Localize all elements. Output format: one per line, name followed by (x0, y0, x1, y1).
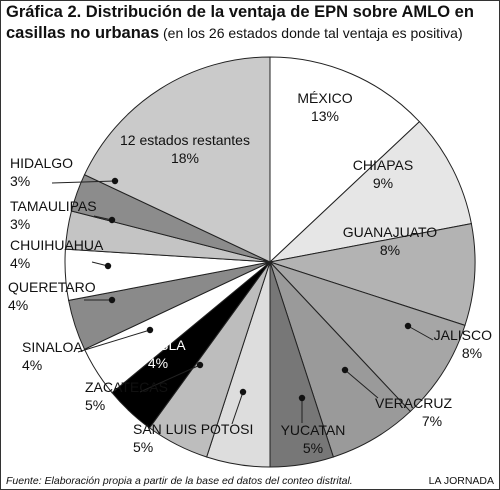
leader-dot (298, 394, 306, 402)
pie (64, 56, 476, 468)
source: Fuente: Elaboración propia a partir de l… (6, 475, 353, 487)
slice-label: SAN LUIS POTOSI (133, 421, 253, 437)
leader-dot (108, 216, 116, 224)
chart-title: casillas no urbanas (6, 24, 159, 42)
slice-value-label: 4% (148, 355, 168, 371)
slice-value-label: 7% (422, 413, 442, 429)
slice-value-label: 8% (380, 242, 400, 258)
slice-value-label: 4% (8, 297, 28, 313)
leader-line (139, 364, 201, 393)
pie-slice (269, 223, 476, 326)
pie-slice (268, 120, 472, 263)
leader-dot (104, 262, 112, 270)
slice-value-label: 9% (373, 175, 393, 191)
leader-dot (108, 296, 116, 304)
slice-value-label: 3% (10, 173, 30, 189)
leader-dot (196, 361, 204, 369)
leader-line (77, 329, 151, 353)
leader-dot (111, 177, 119, 185)
leader-line (231, 391, 244, 425)
slice-label: PUEBLA (130, 337, 186, 353)
slice-value-label: 8% (462, 345, 482, 361)
slice-value-label: 5% (133, 439, 153, 455)
slice-label: CHIAPAS (353, 157, 413, 173)
leader-dot (341, 366, 349, 374)
slice-label: SINALOA (22, 339, 83, 355)
pie-slice (83, 56, 271, 263)
pie-slice (269, 261, 466, 413)
credit: LA JORNADA (429, 475, 494, 487)
slice-label: ZACATECAS (85, 379, 168, 395)
chart-subtitle: (en los 26 estados donde tal ventaja es … (163, 25, 463, 41)
leader-line (344, 369, 379, 399)
slice-value-label: 5% (85, 397, 105, 413)
slice-value-label: 18% (171, 150, 199, 166)
pie-slice (269, 56, 421, 264)
slice-label: GUANAJUATO (343, 224, 437, 240)
chart-title: Gráfica 2. Distribución de la ventaja de… (6, 3, 474, 21)
slice-value-label: 5% (303, 440, 323, 456)
leader-line (51, 180, 116, 184)
leader-dot (146, 326, 154, 334)
slice-value-label: 4% (22, 357, 42, 373)
slice-label: TAMAULIPAS (10, 198, 97, 214)
slice-value-label: 3% (10, 216, 30, 232)
leader-dot (404, 322, 412, 330)
slice-label: CHUIHUAHUA (10, 237, 104, 253)
leader-line (407, 325, 434, 341)
slice-label: YUCATAN (281, 422, 346, 438)
slice-value-label: 4% (10, 255, 30, 271)
slice-value-label: 13% (311, 108, 339, 124)
slice-label: HIDALGO (10, 155, 73, 171)
labels: MÉXICO 13% CHIAPAS 9% GUANAJUATO 8% JALISCO 8% V… (8, 90, 492, 456)
leader-dot (239, 388, 247, 396)
slice-label: QUERETARO (8, 279, 96, 295)
slice-label: MÉXICO (297, 90, 352, 106)
slice-label: VERACRUZ (375, 395, 452, 411)
slice-label: 12 estados restantes (120, 132, 250, 148)
slice-label: JALISCO (434, 327, 492, 343)
